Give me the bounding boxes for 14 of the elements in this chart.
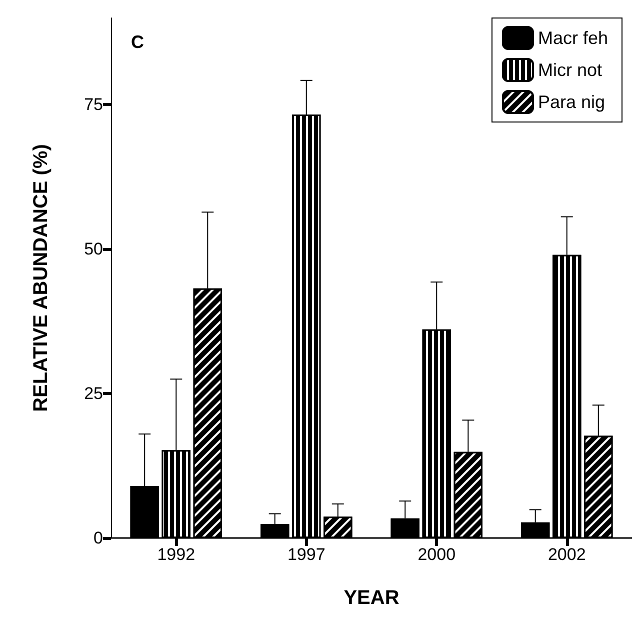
text: C: [131, 32, 144, 52]
x-tick-label: 1992: [157, 545, 196, 564]
y-tick-label: 0: [94, 528, 103, 548]
x-axis-title: YEAR: [344, 587, 400, 609]
y-axis-title: RELATIVE ABUNDANCE (%): [30, 144, 52, 412]
legend-label: Macr feh: [538, 28, 608, 48]
y-tick-label: 50: [84, 240, 103, 259]
legend-label: Micr not: [538, 60, 602, 80]
y-tick-label: 75: [84, 95, 103, 114]
legend-label: Para nig: [538, 92, 606, 112]
x-tick-label: 1997: [287, 545, 326, 564]
x-tick-label: 2002: [548, 545, 586, 564]
y-tick-label: 25: [84, 384, 103, 404]
x-tick-label: 2000: [418, 545, 456, 564]
